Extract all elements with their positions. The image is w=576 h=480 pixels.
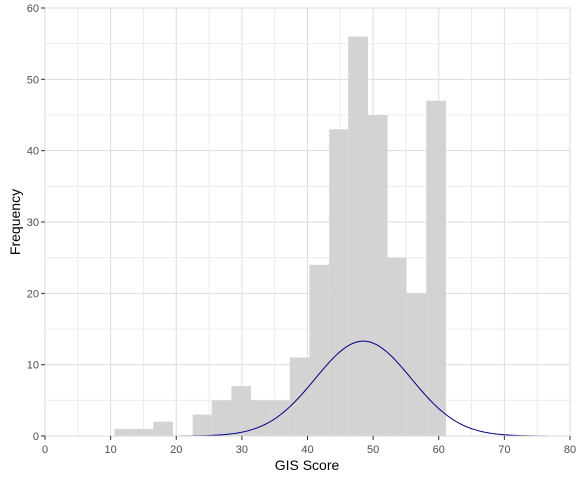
histogram-bar: [387, 257, 407, 436]
y-tick-label: 0: [33, 431, 39, 443]
normal-curve: [169, 340, 557, 437]
histogram-bar: [270, 400, 290, 436]
x-tick-label: 10: [105, 444, 117, 456]
x-axis-ticks: 0 10 20 30 40 50 60 70 80: [42, 436, 576, 456]
x-tick-label: 0: [42, 444, 48, 456]
histogram-bar: [153, 421, 173, 436]
x-tick-label: 80: [564, 444, 576, 456]
histogram-bar: [134, 428, 154, 436]
x-tick-label: 50: [367, 444, 379, 456]
histogram-bar: [309, 264, 330, 436]
histogram-bar: [231, 386, 252, 436]
y-tick-label: 30: [27, 217, 39, 229]
x-axis-title: GIS Score: [275, 457, 340, 473]
histogram-bar: [211, 400, 232, 436]
y-axis-title: Frequency: [7, 189, 23, 255]
x-tick-label: 20: [170, 444, 182, 456]
histogram-bar: [329, 129, 349, 436]
histogram-bar: [426, 100, 446, 436]
histogram-bar: [251, 400, 271, 436]
y-tick-label: 20: [27, 288, 39, 300]
x-tick-label: 30: [236, 444, 248, 456]
histogram-bar: [348, 36, 368, 437]
y-tick-label: 10: [27, 360, 39, 372]
histogram-bar: [367, 115, 388, 436]
y-tick-label: 50: [27, 74, 39, 86]
x-tick-label: 70: [498, 444, 510, 456]
y-axis-ticks: 0 10 20 30 40 50 60: [27, 3, 45, 443]
y-tick-label: 60: [27, 3, 39, 15]
histogram-bar: [192, 414, 212, 436]
y-tick-label: 40: [27, 146, 39, 158]
x-tick-label: 60: [433, 444, 445, 456]
histogram-bars: [114, 36, 446, 437]
x-tick-label: 40: [301, 444, 313, 456]
histogram-bar: [114, 428, 135, 436]
histogram-bar: [406, 293, 427, 436]
